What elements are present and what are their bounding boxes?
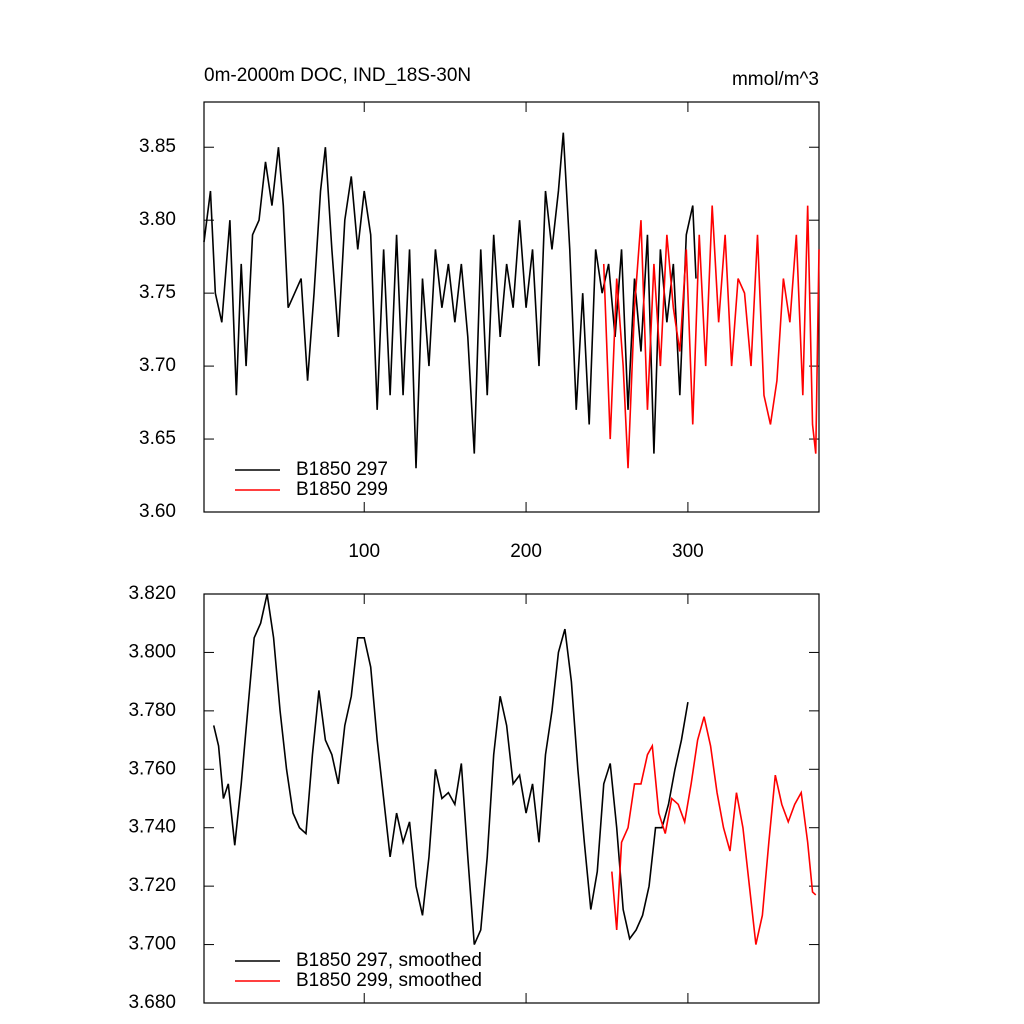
legend-label: B1850 297: [296, 459, 388, 480]
legend-label: B1850 299: [296, 479, 388, 500]
legend-label: B1850 297, smoothed: [296, 950, 482, 971]
y-tick-label: 3.820: [128, 583, 176, 604]
y-tick-label: 3.680: [128, 992, 176, 1013]
y-tick-label: 3.760: [128, 758, 176, 779]
series-line: [212, 593, 689, 945]
series-line: [602, 205, 820, 469]
y-tick-label: 3.700: [128, 934, 176, 955]
series-line: [611, 716, 817, 945]
x-tick-label: 100: [348, 541, 380, 562]
chart-title: 0m-2000m DOC, IND_18S-30N: [204, 65, 471, 86]
y-tick-label: 3.70: [139, 355, 176, 376]
y-tick-label: 3.740: [128, 817, 176, 838]
legend-label: B1850 299, smoothed: [296, 970, 482, 991]
y-tick-label: 3.85: [139, 136, 176, 157]
units-label: mmol/m^3: [732, 69, 819, 90]
plot-frame: [203, 101, 820, 513]
y-tick-label: 3.720: [128, 875, 176, 896]
plot-frame: [203, 593, 820, 1004]
x-tick-label: 200: [510, 541, 542, 562]
y-tick-label: 3.65: [139, 428, 176, 449]
y-tick-label: 3.60: [139, 501, 176, 522]
y-tick-label: 3.80: [139, 209, 176, 230]
y-tick-label: 3.75: [139, 282, 176, 303]
series-line: [203, 132, 697, 469]
y-tick-label: 3.780: [128, 700, 176, 721]
y-tick-label: 3.800: [128, 641, 176, 662]
x-tick-label: 300: [672, 541, 704, 562]
